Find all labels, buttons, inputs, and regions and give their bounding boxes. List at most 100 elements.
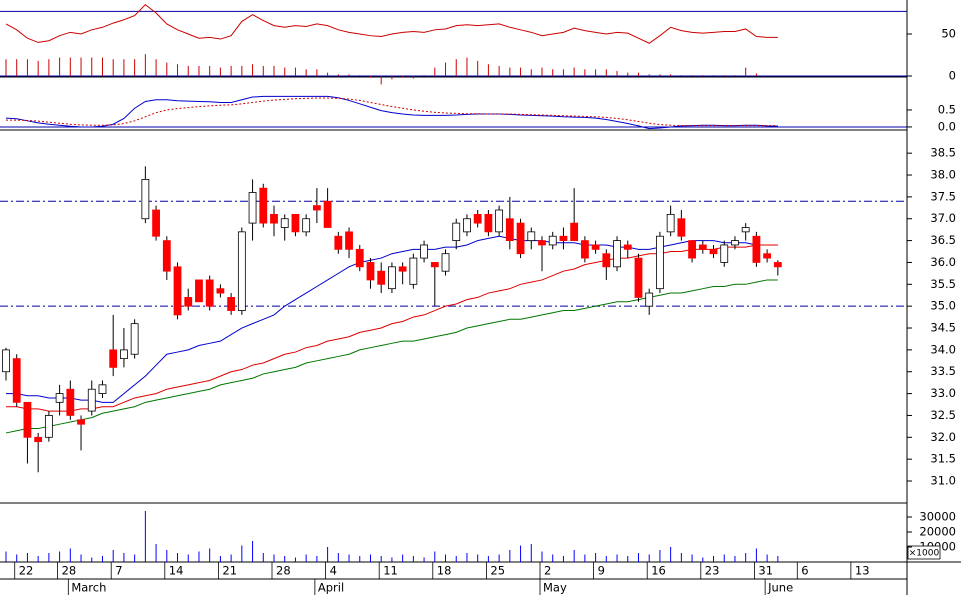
x-tick-label: 28	[276, 564, 291, 578]
y-tick-label: 34.5	[930, 321, 956, 335]
candle-body	[538, 240, 546, 246]
candle-body	[452, 222, 461, 241]
x-tick-label: 7	[115, 564, 122, 578]
volume-unit: ×1000	[909, 549, 940, 559]
candle-body	[377, 270, 386, 285]
x-tick-label: 21	[222, 564, 237, 578]
candle-body	[473, 213, 482, 224]
candle-body	[66, 388, 75, 416]
candle-body	[398, 266, 407, 272]
x-tick-label: 13	[855, 564, 870, 578]
candle-body	[280, 218, 289, 228]
candle-body	[591, 244, 600, 250]
candle-body	[270, 213, 278, 224]
y-tick-label: 37.5	[930, 189, 956, 203]
x-tick-label: 23	[705, 564, 720, 578]
candle-body	[259, 187, 268, 224]
candle-body	[227, 297, 236, 311]
x-tick-label: 31	[758, 564, 773, 578]
candle-body	[345, 231, 353, 250]
candle-body	[44, 415, 53, 438]
month-label: June	[767, 581, 793, 595]
candle-body	[355, 248, 364, 268]
candle-body	[291, 213, 300, 233]
candle-body	[248, 192, 257, 224]
candle-body	[463, 218, 471, 233]
candle-body	[645, 292, 654, 307]
candle-body	[184, 297, 193, 307]
y-tick-label: 38.5	[930, 146, 956, 160]
x-tick-label: 16	[651, 564, 666, 578]
candle-body	[323, 200, 332, 228]
y-tick-label: 0.5	[938, 102, 956, 116]
candle-body	[2, 349, 10, 373]
y-tick-label: 32.5	[930, 408, 956, 422]
candle-body	[173, 266, 182, 316]
indicator-line	[6, 244, 778, 412]
y-tick-label: 37.0	[930, 211, 956, 225]
candle-body	[87, 388, 96, 412]
candle-body	[731, 240, 739, 246]
x-tick-label: 18	[437, 564, 452, 578]
candle-body	[216, 288, 225, 294]
candle-body	[430, 262, 439, 268]
candle-body	[548, 235, 557, 246]
indicator-line	[5, 95, 778, 130]
month-label: May	[543, 581, 567, 595]
candle-body	[162, 240, 171, 272]
candle-body	[334, 235, 343, 250]
candle-body	[698, 244, 707, 250]
y-tick-label: 30000	[919, 510, 956, 524]
y-tick-label: 0.0	[938, 119, 956, 133]
candle-body	[55, 393, 64, 403]
candle-body	[613, 240, 621, 268]
indicator-line	[6, 97, 778, 127]
candle-body	[484, 213, 493, 233]
candle-body	[120, 349, 128, 360]
candle-body	[559, 235, 568, 241]
y-tick-label: 33.5	[930, 364, 956, 378]
candle-body	[773, 262, 782, 268]
candle-body	[527, 231, 536, 241]
candle-body	[752, 235, 761, 263]
candle-body	[302, 218, 311, 233]
y-tick-label: 35.0	[930, 299, 956, 313]
candle-body	[12, 358, 21, 403]
y-tick-label: 34.0	[930, 342, 956, 356]
candle-body	[623, 244, 632, 250]
candle-body	[688, 240, 696, 259]
y-tick-label: 35.5	[930, 277, 956, 291]
candle-body	[152, 209, 160, 237]
y-tick-label: 33.0	[930, 386, 956, 400]
x-tick-label: 2	[544, 564, 551, 578]
candle-body	[98, 384, 107, 394]
x-tick-label: 4	[330, 564, 337, 578]
month-label: April	[318, 581, 344, 595]
candle-body	[570, 222, 579, 241]
y-tick-label: 20000	[919, 525, 956, 539]
candle-body	[580, 240, 589, 259]
candle-body	[656, 235, 664, 290]
y-tick-label: 0	[949, 69, 956, 83]
candle-body	[77, 419, 85, 425]
month-label: March	[71, 581, 106, 595]
candle-body	[366, 262, 375, 281]
x-tick-label: 25	[490, 564, 505, 578]
candle-body	[441, 253, 450, 272]
y-tick-label: 31.5	[930, 452, 956, 466]
candle-body	[34, 436, 43, 443]
candle-body	[195, 279, 203, 303]
unit-box	[907, 545, 941, 560]
candle-body	[763, 253, 772, 259]
x-tick-label: 14	[169, 564, 184, 578]
candle-body	[495, 209, 504, 233]
y-tick-label: 32.0	[930, 430, 956, 444]
candle-body	[109, 349, 118, 368]
candle-body	[420, 244, 428, 259]
candle-body	[666, 213, 675, 233]
y-tick-label: 36.5	[930, 233, 956, 247]
candle-body	[709, 248, 718, 255]
